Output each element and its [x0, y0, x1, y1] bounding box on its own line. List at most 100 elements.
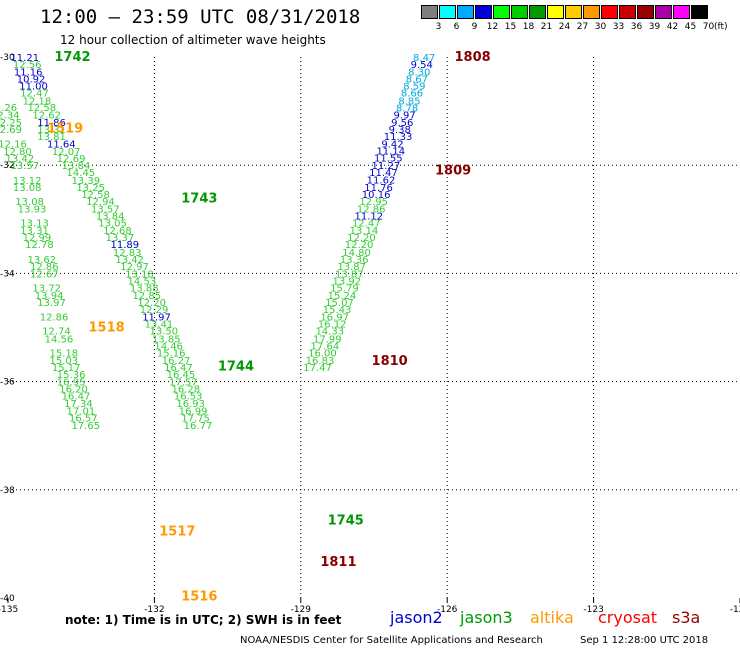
- page-subtitle: 12 hour collection of altimeter wave hei…: [60, 33, 326, 47]
- swh-value: 12.20: [137, 298, 166, 309]
- swh-value: 13.31: [20, 226, 49, 237]
- swh-value: 13.97: [37, 298, 66, 309]
- scale-swatch: [565, 5, 582, 19]
- swh-value: 17.75: [181, 413, 210, 424]
- note-text: note: 1) Time is in UTC; 2) SWH is in fe…: [65, 613, 342, 627]
- swh-value: 15.24: [328, 291, 357, 302]
- swh-value: 9.54: [411, 60, 433, 71]
- swh-value: 13.81: [37, 132, 66, 143]
- swh-value: 12.69: [57, 154, 86, 165]
- map-axes: -135 -132 -129 -126 -123 -120 -30 -32 -34 -36 -38 -…: [0, 53, 740, 615]
- scale-swatch: [601, 5, 618, 19]
- scale-label: 24: [558, 22, 571, 32]
- swh-value: 14.56: [45, 334, 74, 345]
- swh-value: 14.53: [128, 276, 157, 287]
- swh-value: 8.85: [398, 96, 420, 107]
- scale-label: 21: [540, 22, 553, 32]
- swh-value: 13.39: [71, 176, 100, 187]
- swh-value: 11.12: [354, 212, 383, 223]
- legend-jason3: jason3: [460, 608, 513, 627]
- scale-label: 42: [666, 22, 679, 32]
- swh-value: 8.67: [406, 75, 428, 86]
- swh-value: 11.76: [364, 183, 393, 194]
- swh-value: 13.84: [62, 161, 91, 172]
- swh-value: 13.14: [350, 226, 379, 237]
- swh-value: 13.41: [145, 320, 174, 331]
- x-tick-label: -123: [583, 605, 603, 615]
- track-label: 1517: [159, 524, 195, 539]
- track-label: 1742: [54, 50, 90, 65]
- track-label: 1519: [47, 121, 83, 136]
- track-label: 1810: [372, 354, 408, 369]
- swh-value: 12.20: [345, 240, 374, 251]
- scale-swatch: [439, 5, 456, 19]
- observation-layer: 11.2112.5611.1610.9211.0012.4712.1812.26…: [0, 53, 435, 432]
- swh-value: 16.83: [306, 356, 335, 367]
- swh-value: 12.83: [113, 248, 142, 259]
- swh-value: 12.26: [0, 103, 17, 114]
- track-label: 1808: [455, 50, 491, 65]
- swh-value: 11.33: [384, 132, 413, 143]
- swh-value: 11.55: [374, 154, 403, 165]
- swh-value: 16.45: [167, 370, 196, 381]
- swh-value: 17.34: [64, 399, 93, 410]
- footer-credit: NOAA/NESDIS Center for Satellite Applica…: [240, 635, 543, 646]
- swh-value: 11.21: [10, 53, 39, 64]
- scale-label: 9: [471, 22, 478, 32]
- swh-value: 12.67: [30, 269, 59, 280]
- scale-swatch: [673, 5, 690, 19]
- color-scale: 3 6 9 12 15 18 21 24 27 30 33 36 39 42 45 70 (ft): [421, 5, 728, 35]
- x-tick-label: -129: [291, 605, 312, 615]
- swh-value: 16.99: [179, 406, 208, 417]
- x-tick-label: -126: [437, 605, 458, 615]
- scale-swatch: [511, 5, 528, 19]
- swh-value: 8.59: [403, 82, 425, 93]
- swh-value: 16.47: [62, 392, 91, 403]
- swh-value: 8.47: [413, 53, 435, 64]
- swh-value: 15.07: [325, 298, 354, 309]
- scale-label: 6: [453, 22, 460, 32]
- swh-value: 13.50: [150, 327, 179, 338]
- swh-value: 15.36: [57, 370, 86, 381]
- swh-value: 15.79: [330, 283, 359, 294]
- swh-value: 12.74: [42, 327, 71, 338]
- scale-swatch: [475, 5, 492, 19]
- swh-value: 12.80: [3, 147, 32, 158]
- swh-value: 11.64: [47, 140, 76, 151]
- swh-value: 12.86: [40, 313, 69, 324]
- swh-value: 12.86: [30, 262, 59, 273]
- swh-value: 13.42: [6, 154, 35, 165]
- track-label: 1516: [181, 589, 217, 604]
- swh-value: 11.16: [14, 68, 43, 79]
- scale-label: 33: [612, 22, 625, 32]
- swh-value: 12.97: [120, 262, 149, 273]
- swh-value: 13.57: [91, 204, 120, 215]
- swh-value: 13.87: [335, 269, 364, 280]
- swh-value: 12.20: [347, 233, 376, 244]
- swh-value: 16.57: [69, 413, 98, 424]
- swh-value: 11.62: [367, 175, 396, 186]
- swh-value: 12.16: [0, 140, 27, 151]
- track-label: 1743: [181, 192, 217, 207]
- swh-value: 17.65: [71, 421, 100, 432]
- scale-swatch: [457, 5, 474, 19]
- swh-value: 12.47: [20, 89, 49, 100]
- footer-timestamp: Sep 1 12:28:00 UTC 2018: [580, 635, 709, 646]
- swh-value: 12.95: [359, 197, 388, 208]
- legend-cryosat: cryosat: [598, 608, 658, 627]
- track-label: 1745: [328, 514, 364, 529]
- swh-value: 16.97: [320, 313, 349, 324]
- scale-label: 3: [435, 22, 442, 32]
- swh-value: 11.14: [376, 147, 405, 158]
- y-tick-label: -30: [0, 53, 15, 63]
- scale-label: 12: [486, 22, 499, 32]
- scale-swatch: [493, 5, 510, 19]
- swh-value: 8.66: [401, 89, 423, 100]
- swh-value: 13.36: [340, 255, 369, 266]
- swh-value: 14.46: [154, 341, 183, 352]
- swh-value: 15.43: [323, 305, 352, 316]
- scale-label: 30: [594, 22, 607, 32]
- scale-label: 36: [630, 22, 643, 32]
- swh-value: 11.47: [369, 168, 398, 179]
- scale-swatch: [529, 5, 546, 19]
